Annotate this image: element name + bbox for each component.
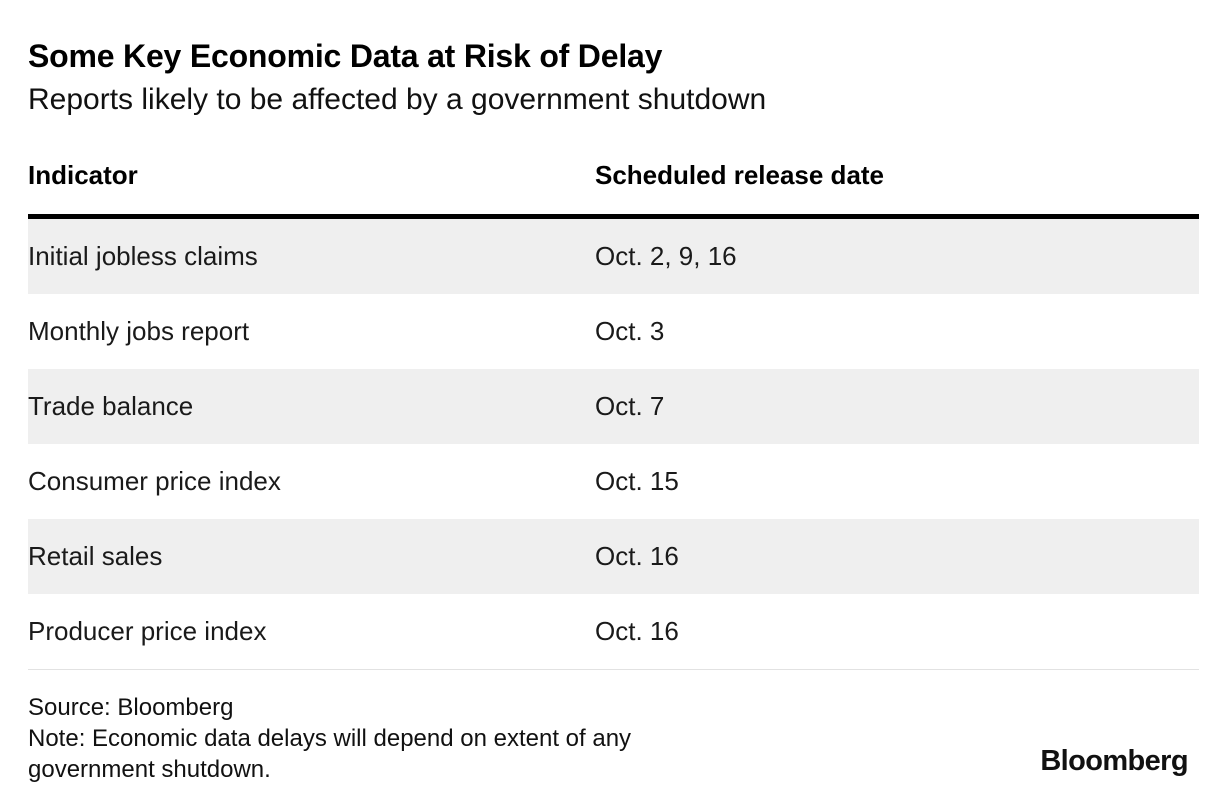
- table-row: Monthly jobs report Oct. 3: [28, 294, 1199, 369]
- table-column-headers: Indicator Scheduled release date: [28, 160, 1199, 190]
- bloomberg-logo: Bloomberg: [1040, 745, 1188, 777]
- cell-release-date: Oct. 16: [595, 616, 679, 646]
- table-row: Retail sales Oct. 16: [28, 519, 1199, 594]
- cell-release-date: Oct. 15: [595, 466, 679, 496]
- header-rule-divider: [28, 214, 1199, 219]
- table-row: Consumer price index Oct. 15: [28, 444, 1199, 519]
- column-header-indicator: Indicator: [28, 160, 138, 190]
- cell-indicator: Monthly jobs report: [28, 316, 250, 346]
- cell-release-date: Oct. 3: [595, 316, 665, 346]
- cell-release-date: Oct. 2, 9, 16: [595, 241, 737, 271]
- table-row: Producer price index Oct. 16: [28, 594, 1199, 669]
- cell-indicator: Producer price index: [28, 616, 267, 646]
- cell-indicator: Trade balance: [28, 391, 194, 421]
- cell-indicator: Initial jobless claims: [28, 241, 258, 271]
- table-row: Initial jobless claims Oct. 2, 9, 16: [28, 219, 1199, 294]
- cell-release-date: Oct. 7: [595, 391, 665, 421]
- chart-title: Some Key Economic Data at Risk of Delay: [28, 38, 663, 74]
- footer: Source: Bloomberg Note: Economic data de…: [28, 692, 1199, 785]
- cell-indicator: Retail sales: [28, 541, 163, 571]
- source-text: Source: Bloomberg: [28, 694, 234, 721]
- data-table: Initial jobless claims Oct. 2, 9, 16 Mon…: [28, 219, 1199, 670]
- cell-indicator: Consumer price index: [28, 466, 281, 496]
- cell-release-date: Oct. 16: [595, 541, 679, 571]
- note-text: Note: Economic data delays will depend o…: [28, 725, 632, 783]
- column-header-release-date: Scheduled release date: [595, 160, 885, 190]
- table-row: Trade balance Oct. 7: [28, 369, 1199, 444]
- chart-subtitle: Reports likely to be affected by a gover…: [28, 83, 767, 116]
